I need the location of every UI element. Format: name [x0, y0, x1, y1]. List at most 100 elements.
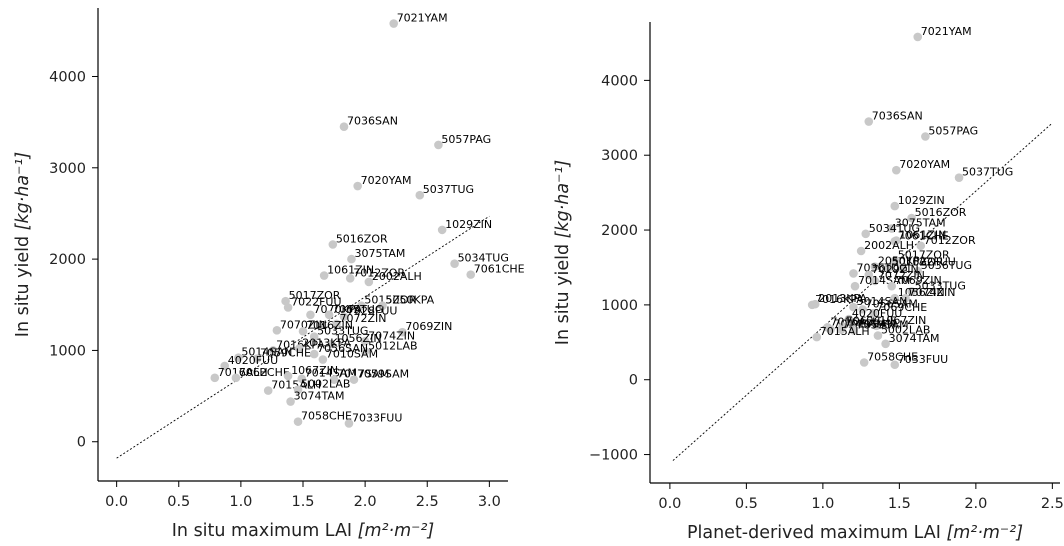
- data-point-label: 7016ZIN: [306, 319, 353, 332]
- data-point: [286, 397, 295, 406]
- data-point-label: 1029ZIN: [445, 218, 492, 231]
- data-point-label: 7070ZIN: [280, 318, 327, 331]
- x-tick-label: 0.5: [735, 496, 758, 512]
- data-point-label: 7072ZIN: [878, 269, 925, 282]
- data-point-label: 2002ALH: [864, 239, 914, 252]
- data-point-label: 7020YAM: [361, 174, 412, 187]
- data-point: [328, 240, 338, 249]
- y-tick-label: 4000: [49, 69, 86, 85]
- data-point-label: 7062CHE: [239, 366, 290, 379]
- data-point-label: 5017ZOR: [289, 289, 341, 302]
- data-point: [347, 254, 356, 264]
- data-point: [360, 336, 370, 346]
- data-point-label: 7056SAM: [866, 297, 918, 310]
- y-tick-label: 3000: [601, 148, 638, 164]
- x-tick-label: 1.5: [291, 494, 314, 510]
- data-point-label: 1061ZIN: [899, 229, 946, 242]
- data-point-label: 5034TUG: [869, 222, 920, 235]
- data-point-label: 1067ZIN: [879, 314, 926, 327]
- data-point-label: 7028FUU: [347, 305, 397, 318]
- data-point-label: 5036TUG: [921, 259, 972, 272]
- data-point-label: 7014SAM: [305, 367, 357, 380]
- x-tick-label: 3.0: [478, 494, 501, 510]
- data-point: [283, 371, 293, 381]
- x-tick-label: 2.0: [354, 494, 377, 510]
- data-point-label: 7069ZIN: [405, 320, 452, 333]
- data-point-label: 5034TUG: [458, 252, 509, 265]
- data-point-label: 1056ZIN: [335, 332, 382, 345]
- data-point-label: 5033TUG: [317, 325, 368, 338]
- x-tick-label: 2.0: [964, 496, 987, 512]
- data-point: [294, 344, 304, 353]
- data-point: [881, 339, 890, 349]
- x-axis-label: Planet-derived maximum LAI [m²·m⁻²]: [687, 523, 1023, 543]
- data-point-label: 5016ZOR: [915, 206, 967, 219]
- data-point-label: 7014SAM: [858, 274, 910, 287]
- data-point: [345, 273, 355, 283]
- x-tick-label: 2.5: [1041, 496, 1064, 512]
- data-point: [856, 246, 866, 256]
- data-point: [324, 310, 334, 320]
- data-point: [252, 354, 262, 363]
- data-point: [466, 270, 476, 279]
- data-point-label: 7059CHE: [260, 347, 311, 360]
- data-point: [890, 360, 900, 370]
- y-tick-label: 2000: [601, 223, 638, 239]
- y-tick-label: −1000: [589, 448, 638, 464]
- x-tick-label: 0.0: [105, 494, 128, 510]
- data-point-label: 7069ZIN: [895, 274, 942, 287]
- data-point: [890, 256, 900, 266]
- data-point-label: 1056ZIN: [898, 286, 945, 299]
- data-point: [869, 308, 878, 318]
- data-point: [450, 259, 459, 268]
- data-point-label: 7058CHE: [867, 351, 918, 364]
- data-point: [398, 327, 407, 337]
- data-point: [349, 375, 359, 384]
- x-axis-label: In situ maximum LAI [m²·m⁻²]: [172, 521, 435, 541]
- data-point: [234, 353, 243, 363]
- data-point: [319, 271, 329, 280]
- data-point-label: 1061ZIN: [327, 264, 374, 277]
- data-point-label: 7056SAN: [317, 342, 368, 355]
- data-point: [849, 326, 858, 335]
- y-tick-label: 0: [77, 435, 86, 451]
- x-tick-label: 1.0: [811, 496, 834, 512]
- data-point-label: 7012ZOR: [924, 234, 976, 247]
- data-point: [318, 355, 328, 364]
- data-point: [864, 117, 874, 126]
- data-point: [921, 132, 930, 141]
- chart-left: 0.0 0.5 1.0 1.5 2.0 2.5 3.0 0 1000 2000 3000 4000 70…: [13, 8, 525, 541]
- data-point: [298, 326, 308, 336]
- data-point: [836, 325, 846, 334]
- data-point: [231, 373, 241, 383]
- data-point-label: 7059SAM: [357, 368, 409, 381]
- data-point-label: 7017SAM: [844, 318, 896, 331]
- data-point: [864, 270, 874, 280]
- data-point: [437, 225, 447, 235]
- data-point-label: 7033FUU: [352, 411, 402, 424]
- data-point: [812, 332, 822, 342]
- x-tick-label: 1.0: [229, 494, 252, 510]
- data-point: [263, 386, 273, 395]
- data-point: [810, 299, 820, 309]
- data-point: [268, 346, 278, 355]
- data-point-label: 7014SAM: [834, 318, 886, 331]
- data-point-label: 5012LAB: [368, 339, 417, 352]
- data-point-label: 5050KPA: [386, 294, 435, 307]
- data-point-label: 7015ALH: [820, 325, 870, 338]
- data-point-label: 5002LAB: [301, 378, 350, 391]
- data-point-label: 3074TAM: [294, 390, 345, 403]
- y-axis-label: In situ yield [kg·ha⁻¹]: [553, 160, 573, 345]
- data-point-label: 7021YAM: [921, 25, 972, 38]
- data-point: [272, 326, 282, 335]
- data-point: [357, 301, 366, 310]
- data-point-label: 7022FUU: [905, 255, 955, 268]
- data-point: [415, 190, 425, 200]
- y-axis-label: In situ yield [kg·ha⁻¹]: [13, 152, 33, 337]
- data-point: [306, 310, 315, 320]
- data-point: [339, 122, 349, 132]
- data-point: [389, 19, 398, 28]
- x-tick-label: 0.0: [658, 496, 681, 512]
- data-point: [844, 314, 854, 324]
- data-point: [916, 241, 926, 251]
